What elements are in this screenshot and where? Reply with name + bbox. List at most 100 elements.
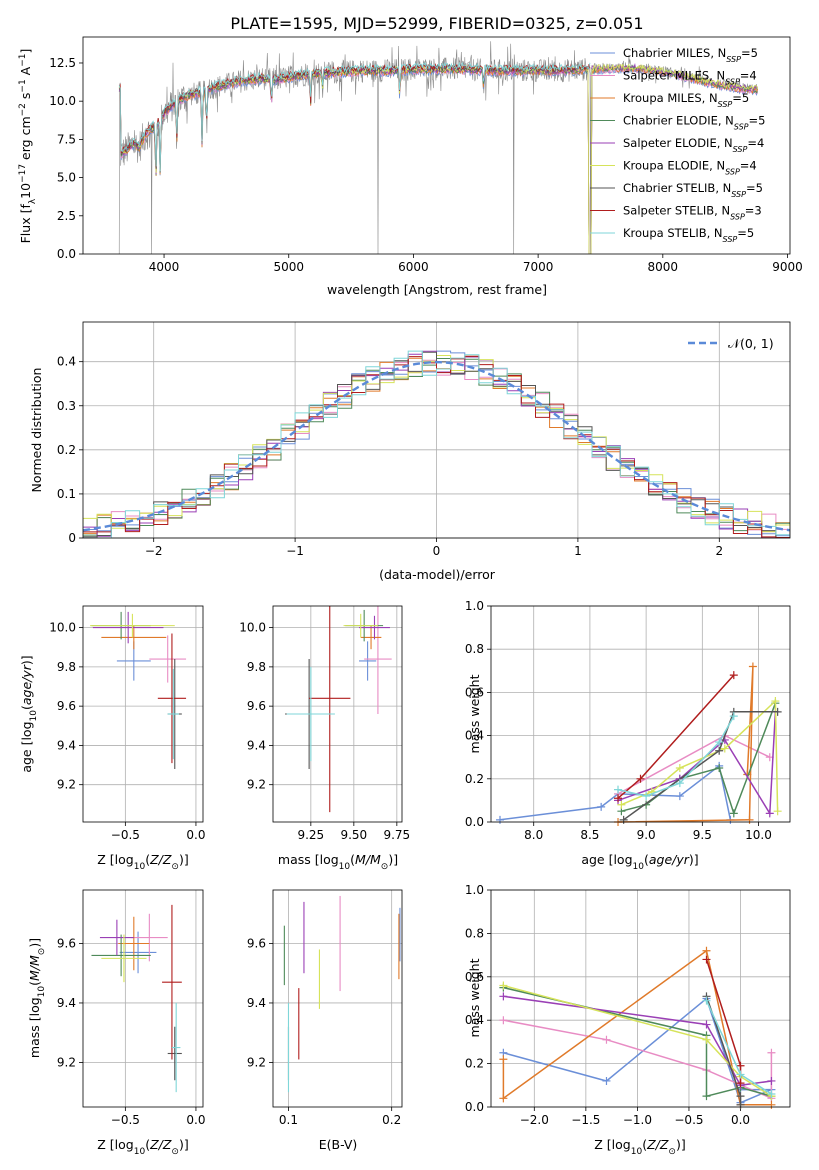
x-tick-label: 0.0 — [731, 1113, 750, 1127]
y-tick-label: 10.0 — [49, 94, 76, 108]
y-tick-label: 7.5 — [57, 132, 76, 146]
weight-marker — [729, 809, 738, 818]
weight-marker — [619, 815, 628, 824]
weight-marker — [702, 996, 711, 1005]
weight-marker — [675, 779, 684, 788]
mass_vs_ebv-axes: 0.1 0.2 9.2 9.4 9.6 — [247, 890, 402, 1127]
model-spectrum-kroupa-stelib — [118, 61, 591, 172]
mass_vs_Z-points — [91, 904, 182, 1093]
y-tick-label: 0 — [68, 531, 76, 545]
y-tick-label: 2.5 — [57, 209, 76, 223]
histogram-xlabel: (data-model)/error — [379, 567, 496, 582]
spectrum-xlabel: wavelength [Angstrom, rest frame] — [327, 282, 547, 297]
y-tick-label: 9.8 — [247, 660, 266, 674]
weight-Z-ylabel: mass weight — [467, 958, 482, 1037]
weight-line — [503, 997, 772, 1104]
x-tick-label: 9.50 — [340, 828, 367, 842]
y-tick-label: 9.6 — [57, 937, 76, 951]
weight-marker — [675, 792, 684, 801]
legend-label: Salpeter MILES, NSSP=4 — [623, 69, 757, 87]
y-tick-label: 0.4 — [465, 1013, 484, 1027]
y-tick-label: 12.5 — [49, 56, 76, 70]
x-tick-label: 9.0 — [637, 828, 656, 842]
weight-marker — [736, 1070, 745, 1079]
y-tick-label: 0.4 — [57, 355, 76, 369]
y-tick-label: 9.4 — [247, 996, 266, 1010]
x-tick-label: 0.1 — [279, 1113, 298, 1127]
x-tick-label: 1 — [574, 544, 582, 558]
weight-marker — [736, 1079, 745, 1088]
y-tick-label: 0.3 — [57, 399, 76, 413]
y-tick-label: 0.4 — [465, 729, 484, 743]
weight-marker — [702, 1020, 711, 1029]
legend-label: 𝒩(0, 1) — [728, 336, 774, 351]
weight-marker — [736, 1061, 745, 1070]
y-tick-label: 9.4 — [57, 996, 76, 1010]
spectrum-frame — [82, 36, 791, 255]
weight-marker — [736, 1092, 745, 1101]
weight-marker — [715, 746, 724, 755]
age_vs_mass-axes: 9.25 9.50 9.75 9.2 9.4 9.6 9.8 10.0 — [239, 606, 410, 842]
weight_vs_Z-series — [499, 946, 776, 1109]
x-tick-label: −2 — [145, 544, 163, 558]
weight_vs_age-frame — [490, 605, 791, 823]
age_vs_Z-points — [90, 611, 187, 769]
y-tick-label: 10.0 — [49, 621, 76, 635]
x-tick-label: 0.0 — [186, 828, 205, 842]
y-tick-label: 9.2 — [247, 1055, 266, 1069]
weight-marker — [767, 1100, 776, 1109]
weight-line — [705, 1000, 772, 1095]
weight-marker — [617, 800, 626, 809]
axis-label: Z [log10(Z/Z⊙)] — [594, 1137, 685, 1157]
x-tick-label: 8.0 — [524, 828, 543, 842]
gaussian-curve — [83, 360, 790, 532]
weight-age-ylabel: mass weight — [467, 674, 482, 753]
weight-marker — [720, 744, 729, 753]
weight-marker — [597, 802, 606, 811]
weight-line — [617, 666, 754, 823]
weight-line — [623, 711, 778, 821]
mass_vs_Z-axes: −0.5 0.0 9.2 9.4 9.6 — [57, 890, 205, 1127]
weight-marker — [773, 707, 782, 716]
weight-marker — [499, 1016, 508, 1025]
mass_vs_ebv-points — [283, 895, 401, 1093]
y-tick-label: 9.6 — [247, 937, 266, 951]
spectrum-axes: 4000 5000 6000 7000 8000 9000 0.0 2.5 5.0 7.5 10.0… — [49, 56, 802, 274]
y-tick-label: 0.6 — [465, 685, 484, 699]
axis-label: Flux [fλ10−17 erg cm−2 s−1 A−1] — [18, 49, 38, 244]
x-tick-label: 4000 — [149, 260, 180, 274]
weight_vs_age-axes: 8.0 8.5 9.0 9.5 10.0 0.0 0.2 0.4 0.6 0.8 1.0 — [465, 599, 790, 842]
legend-label: Chabrier STELIB, NSSP=5 — [623, 181, 763, 199]
x-tick-label: 0.2 — [382, 1113, 401, 1127]
mass_vs_ebv-frame — [272, 889, 403, 1108]
x-tick-label: 9.5 — [693, 828, 712, 842]
weight-marker — [614, 785, 623, 794]
legend-label: Salpeter ELODIE, NSSP=4 — [623, 136, 764, 154]
weight-line — [621, 699, 779, 812]
y-tick-label: 9.8 — [57, 660, 76, 674]
histogram-kroupa-stelib — [83, 350, 790, 538]
weight-marker — [765, 809, 774, 818]
y-tick-label: 9.4 — [247, 738, 266, 752]
legend-label: Salpeter STELIB, NSSP=3 — [623, 204, 762, 222]
x-tick-label: 9.25 — [297, 828, 324, 842]
x-tick-label: 8.5 — [580, 828, 599, 842]
age_vs_mass-frame — [272, 605, 403, 823]
weight-marker — [499, 1055, 508, 1064]
legend-label: Kroupa ELODIE, NSSP=4 — [623, 159, 757, 177]
y-tick-label: 9.6 — [247, 699, 266, 713]
x-tick-label: −1.0 — [623, 1113, 652, 1127]
x-tick-label: 2 — [715, 544, 723, 558]
axis-label: Z [log10(Z/Z⊙)] — [97, 1137, 188, 1157]
axis-label: Z [log10(Z/Z⊙)] — [97, 852, 188, 872]
x-tick-label: 6000 — [398, 260, 429, 274]
age_vs_mass-points — [285, 606, 392, 813]
x-tick-label: 0 — [433, 544, 441, 558]
y-tick-label: 0.8 — [465, 926, 484, 940]
y-tick-label: 9.4 — [57, 738, 76, 752]
weight-marker — [767, 1048, 776, 1057]
x-tick-label: 8000 — [648, 260, 679, 274]
weight-marker — [748, 662, 757, 671]
weight_vs_age-series — [495, 662, 782, 826]
legend-label: Kroupa STELIB, NSSP=5 — [623, 226, 754, 244]
